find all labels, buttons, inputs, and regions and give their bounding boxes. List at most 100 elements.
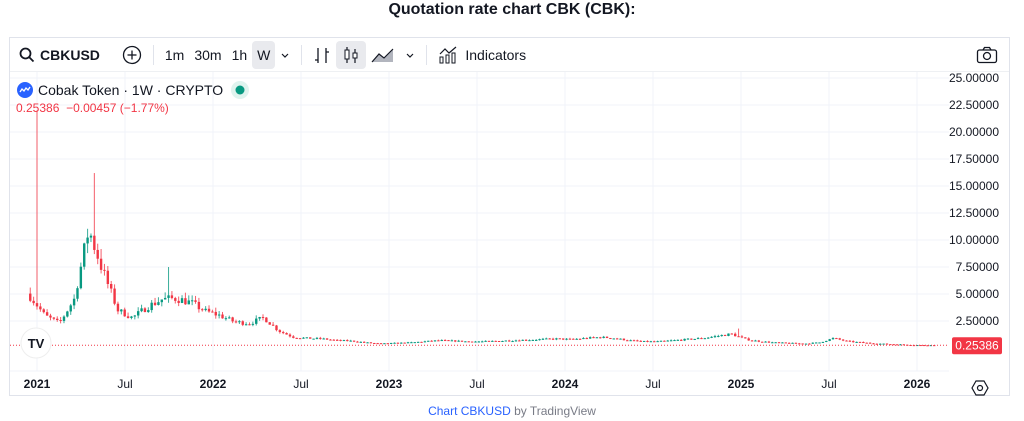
candles-icon <box>344 46 358 63</box>
candle-body <box>187 300 190 305</box>
candle-body <box>801 343 804 345</box>
candle-body <box>508 340 511 342</box>
candle-body <box>379 343 383 345</box>
candle-body <box>541 338 545 340</box>
candle-body <box>798 343 801 345</box>
settings-icon[interactable] <box>971 380 989 396</box>
candle-body <box>663 340 666 342</box>
bars-style-button[interactable] <box>308 41 336 69</box>
camera-icon <box>976 46 998 63</box>
settings-icon-center <box>976 384 984 392</box>
candle-body <box>669 340 673 342</box>
candle-body <box>255 318 258 324</box>
candle-body <box>325 338 329 340</box>
candle-body <box>454 340 457 342</box>
candle-body <box>373 343 376 345</box>
symbol-search[interactable]: CBKUSD <box>14 41 105 69</box>
candle-body <box>521 339 524 341</box>
candle-body <box>680 339 683 341</box>
indicators-button[interactable]: Indicators <box>433 41 531 69</box>
candle-body <box>241 321 244 325</box>
candle-body <box>514 340 518 342</box>
interval-30m[interactable]: 30m <box>194 46 222 63</box>
candle-body <box>868 342 872 344</box>
candle-body <box>298 338 302 340</box>
candle-body <box>244 324 248 326</box>
candle-body <box>794 342 798 344</box>
chart-style-dropdown[interactable] <box>400 41 420 69</box>
candle-body <box>194 300 197 302</box>
candles-style-button[interactable] <box>336 40 367 69</box>
x-tick-label: 2025 <box>728 377 755 391</box>
candle-body <box>825 340 828 342</box>
interval-1m[interactable]: 1m <box>164 46 185 63</box>
candle-body <box>642 340 646 342</box>
tradingview-logo <box>20 327 52 359</box>
candle-body <box>835 338 838 340</box>
candle-body <box>666 340 669 342</box>
candle-body <box>700 338 703 340</box>
candle-body <box>352 340 356 342</box>
candle-body <box>737 336 740 338</box>
candle-body <box>285 333 288 335</box>
candle-body <box>406 342 410 344</box>
candle-body <box>79 266 83 289</box>
legend-price: 0.25386 <box>16 101 60 115</box>
candle-body <box>423 341 427 343</box>
candle-body <box>470 341 474 343</box>
candlestick-chart[interactable]: 25.00000 22.50000 20.00000 17.50000 15.00000… <box>10 38 1011 397</box>
candle-body <box>828 339 831 341</box>
candle-body <box>558 338 562 340</box>
interval-1h[interactable]: 1h <box>231 46 248 63</box>
candle-body <box>865 342 868 344</box>
candle-body <box>35 303 39 307</box>
candle-body <box>45 312 49 316</box>
candle-body <box>791 342 794 344</box>
candle-body <box>504 340 508 342</box>
candle-body <box>501 340 504 342</box>
candle-body <box>760 341 764 343</box>
candle-body <box>814 342 818 344</box>
candle-body <box>201 309 204 311</box>
candle-body <box>582 338 585 340</box>
interval-dropdown[interactable] <box>275 41 295 69</box>
y-tick-label: 10.00000 <box>949 233 999 247</box>
candle-body <box>410 342 413 344</box>
candle-body <box>157 302 160 305</box>
candle-body <box>781 342 784 344</box>
compare-button[interactable] <box>117 41 147 69</box>
interval-w[interactable]: W <box>252 40 276 69</box>
area-style-button[interactable] <box>366 41 400 69</box>
market-status-icon[interactable] <box>227 80 253 100</box>
candle-body <box>322 338 325 340</box>
candle-body <box>99 258 103 270</box>
candle-body <box>89 235 93 238</box>
footer: Chart CBKUSD by TradingView <box>0 404 1024 418</box>
bar-chart-icon <box>315 47 330 63</box>
screenshot-button[interactable] <box>971 41 1003 69</box>
candle-body <box>96 249 99 259</box>
candle-body <box>484 340 487 342</box>
x-tick-label: 2024 <box>552 377 579 391</box>
candle-body <box>174 298 177 301</box>
last-price-label: 0.25386 <box>955 338 999 352</box>
candle-body <box>228 317 231 319</box>
candle-body <box>147 310 150 313</box>
candle-body <box>889 344 892 346</box>
candle-body <box>639 340 642 342</box>
candle-body <box>62 316 66 321</box>
candle-body <box>376 343 379 345</box>
candle-body <box>858 341 862 343</box>
candle-body <box>29 293 32 301</box>
candle-body <box>133 315 137 317</box>
candle-body <box>524 339 528 341</box>
candle-body <box>312 338 315 340</box>
candle-body <box>707 337 710 339</box>
candle-body <box>413 342 416 344</box>
candle-body <box>251 323 255 325</box>
candle-body <box>929 345 933 347</box>
candle-body <box>106 270 110 284</box>
tradingview-link[interactable]: Chart CBKUSD <box>428 404 511 418</box>
candle-body <box>52 317 56 319</box>
candle-body <box>683 338 686 341</box>
